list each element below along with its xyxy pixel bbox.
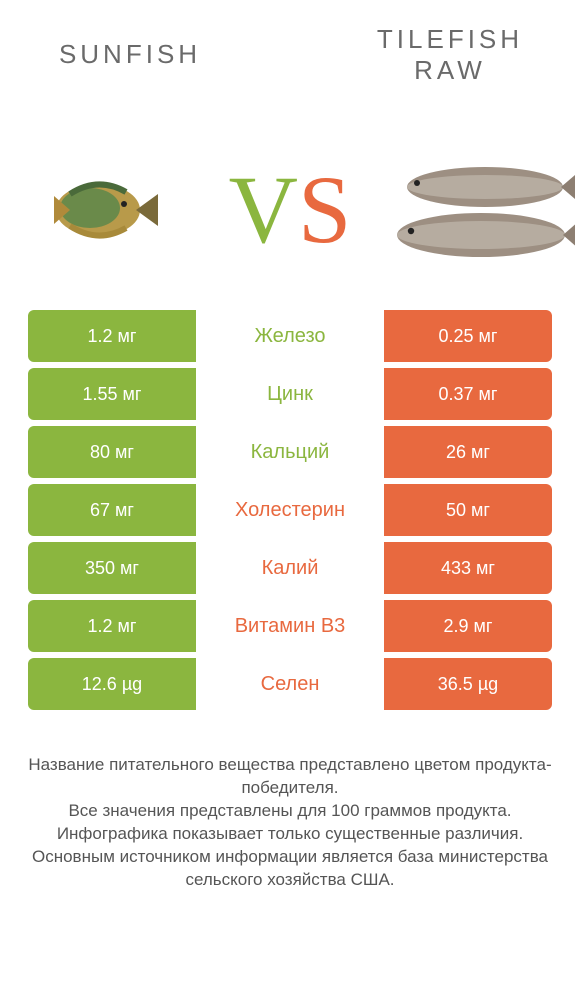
left-value: 80 мг [28,426,196,478]
nutrient-label: Калий [196,542,384,594]
table-row: 1.2 мгВитамин B32.9 мг [28,600,552,652]
nutrient-label: Селен [196,658,384,710]
right-value: 26 мг [384,426,552,478]
table-row: 350 мгКалий433 мг [28,542,552,594]
header: SUNFISH TILEFISH RAW [0,0,580,110]
right-value: 2.9 мг [384,600,552,652]
left-value: 67 мг [28,484,196,536]
left-value: 350 мг [28,542,196,594]
left-value: 1.55 мг [28,368,196,420]
left-product-image [0,110,210,310]
table-row: 67 мгХолестерин50 мг [28,484,552,536]
vs-row: VS [0,110,580,310]
tilefish-icon [375,145,575,275]
table-row: 1.2 мгЖелезо0.25 мг [28,310,552,362]
nutrient-label: Цинк [196,368,384,420]
footer-note: Название питательного вещества представл… [0,716,580,892]
footer-line-3: Инфографика показывает только существенн… [24,823,556,846]
right-product-title: TILEFISH RAW [320,24,580,86]
right-product-image [370,110,580,310]
right-value: 0.25 мг [384,310,552,362]
left-value: 1.2 мг [28,310,196,362]
nutrient-label: Холестерин [196,484,384,536]
sunfish-icon [40,170,170,250]
right-title-line2: RAW [414,55,486,85]
table-row: 80 мгКальций26 мг [28,426,552,478]
right-value: 50 мг [384,484,552,536]
left-product-title: SUNFISH [0,39,260,70]
vs-label: VS [220,162,360,258]
vs-v: V [229,156,298,263]
table-row: 1.55 мгЦинк0.37 мг [28,368,552,420]
nutrient-label: Витамин B3 [196,600,384,652]
right-title-line1: TILEFISH [377,24,523,54]
nutrient-label: Кальций [196,426,384,478]
vs-s: S [298,156,351,263]
footer-line-4: Основным источником информации является … [24,846,556,892]
left-value: 12.6 µg [28,658,196,710]
right-value: 0.37 мг [384,368,552,420]
comparison-table: 1.2 мгЖелезо0.25 мг1.55 мгЦинк0.37 мг80 … [0,310,580,710]
footer-line-1: Название питательного вещества представл… [24,754,556,800]
right-value: 433 мг [384,542,552,594]
nutrient-label: Железо [196,310,384,362]
footer-line-2: Все значения представлены для 100 граммо… [24,800,556,823]
right-value: 36.5 µg [384,658,552,710]
left-value: 1.2 мг [28,600,196,652]
table-row: 12.6 µgСелен36.5 µg [28,658,552,710]
